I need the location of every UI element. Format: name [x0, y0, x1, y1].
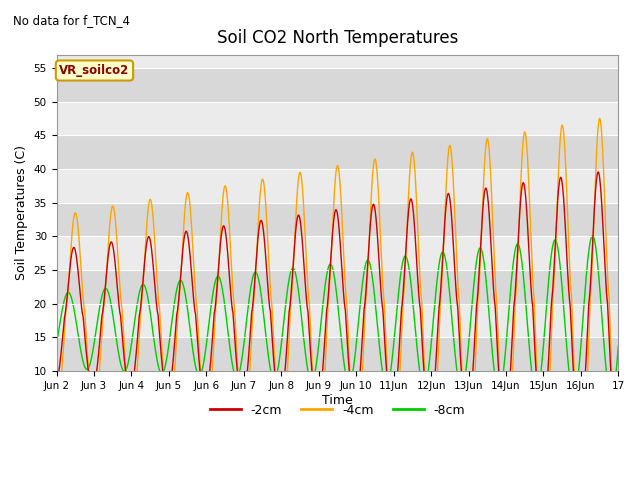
Text: No data for f_TCN_4: No data for f_TCN_4	[13, 14, 130, 27]
Y-axis label: Soil Temperatures (C): Soil Temperatures (C)	[15, 145, 28, 280]
X-axis label: Time: Time	[322, 394, 353, 407]
Bar	[56, 270, 618, 304]
Bar	[56, 135, 618, 169]
Text: VR_soilco2: VR_soilco2	[60, 64, 129, 77]
Bar	[56, 337, 618, 371]
Bar	[56, 203, 618, 236]
Legend: -2cm, -4cm, -8cm: -2cm, -4cm, -8cm	[205, 399, 470, 422]
Title: Soil CO2 North Temperatures: Soil CO2 North Temperatures	[217, 29, 458, 48]
Bar	[56, 68, 618, 102]
